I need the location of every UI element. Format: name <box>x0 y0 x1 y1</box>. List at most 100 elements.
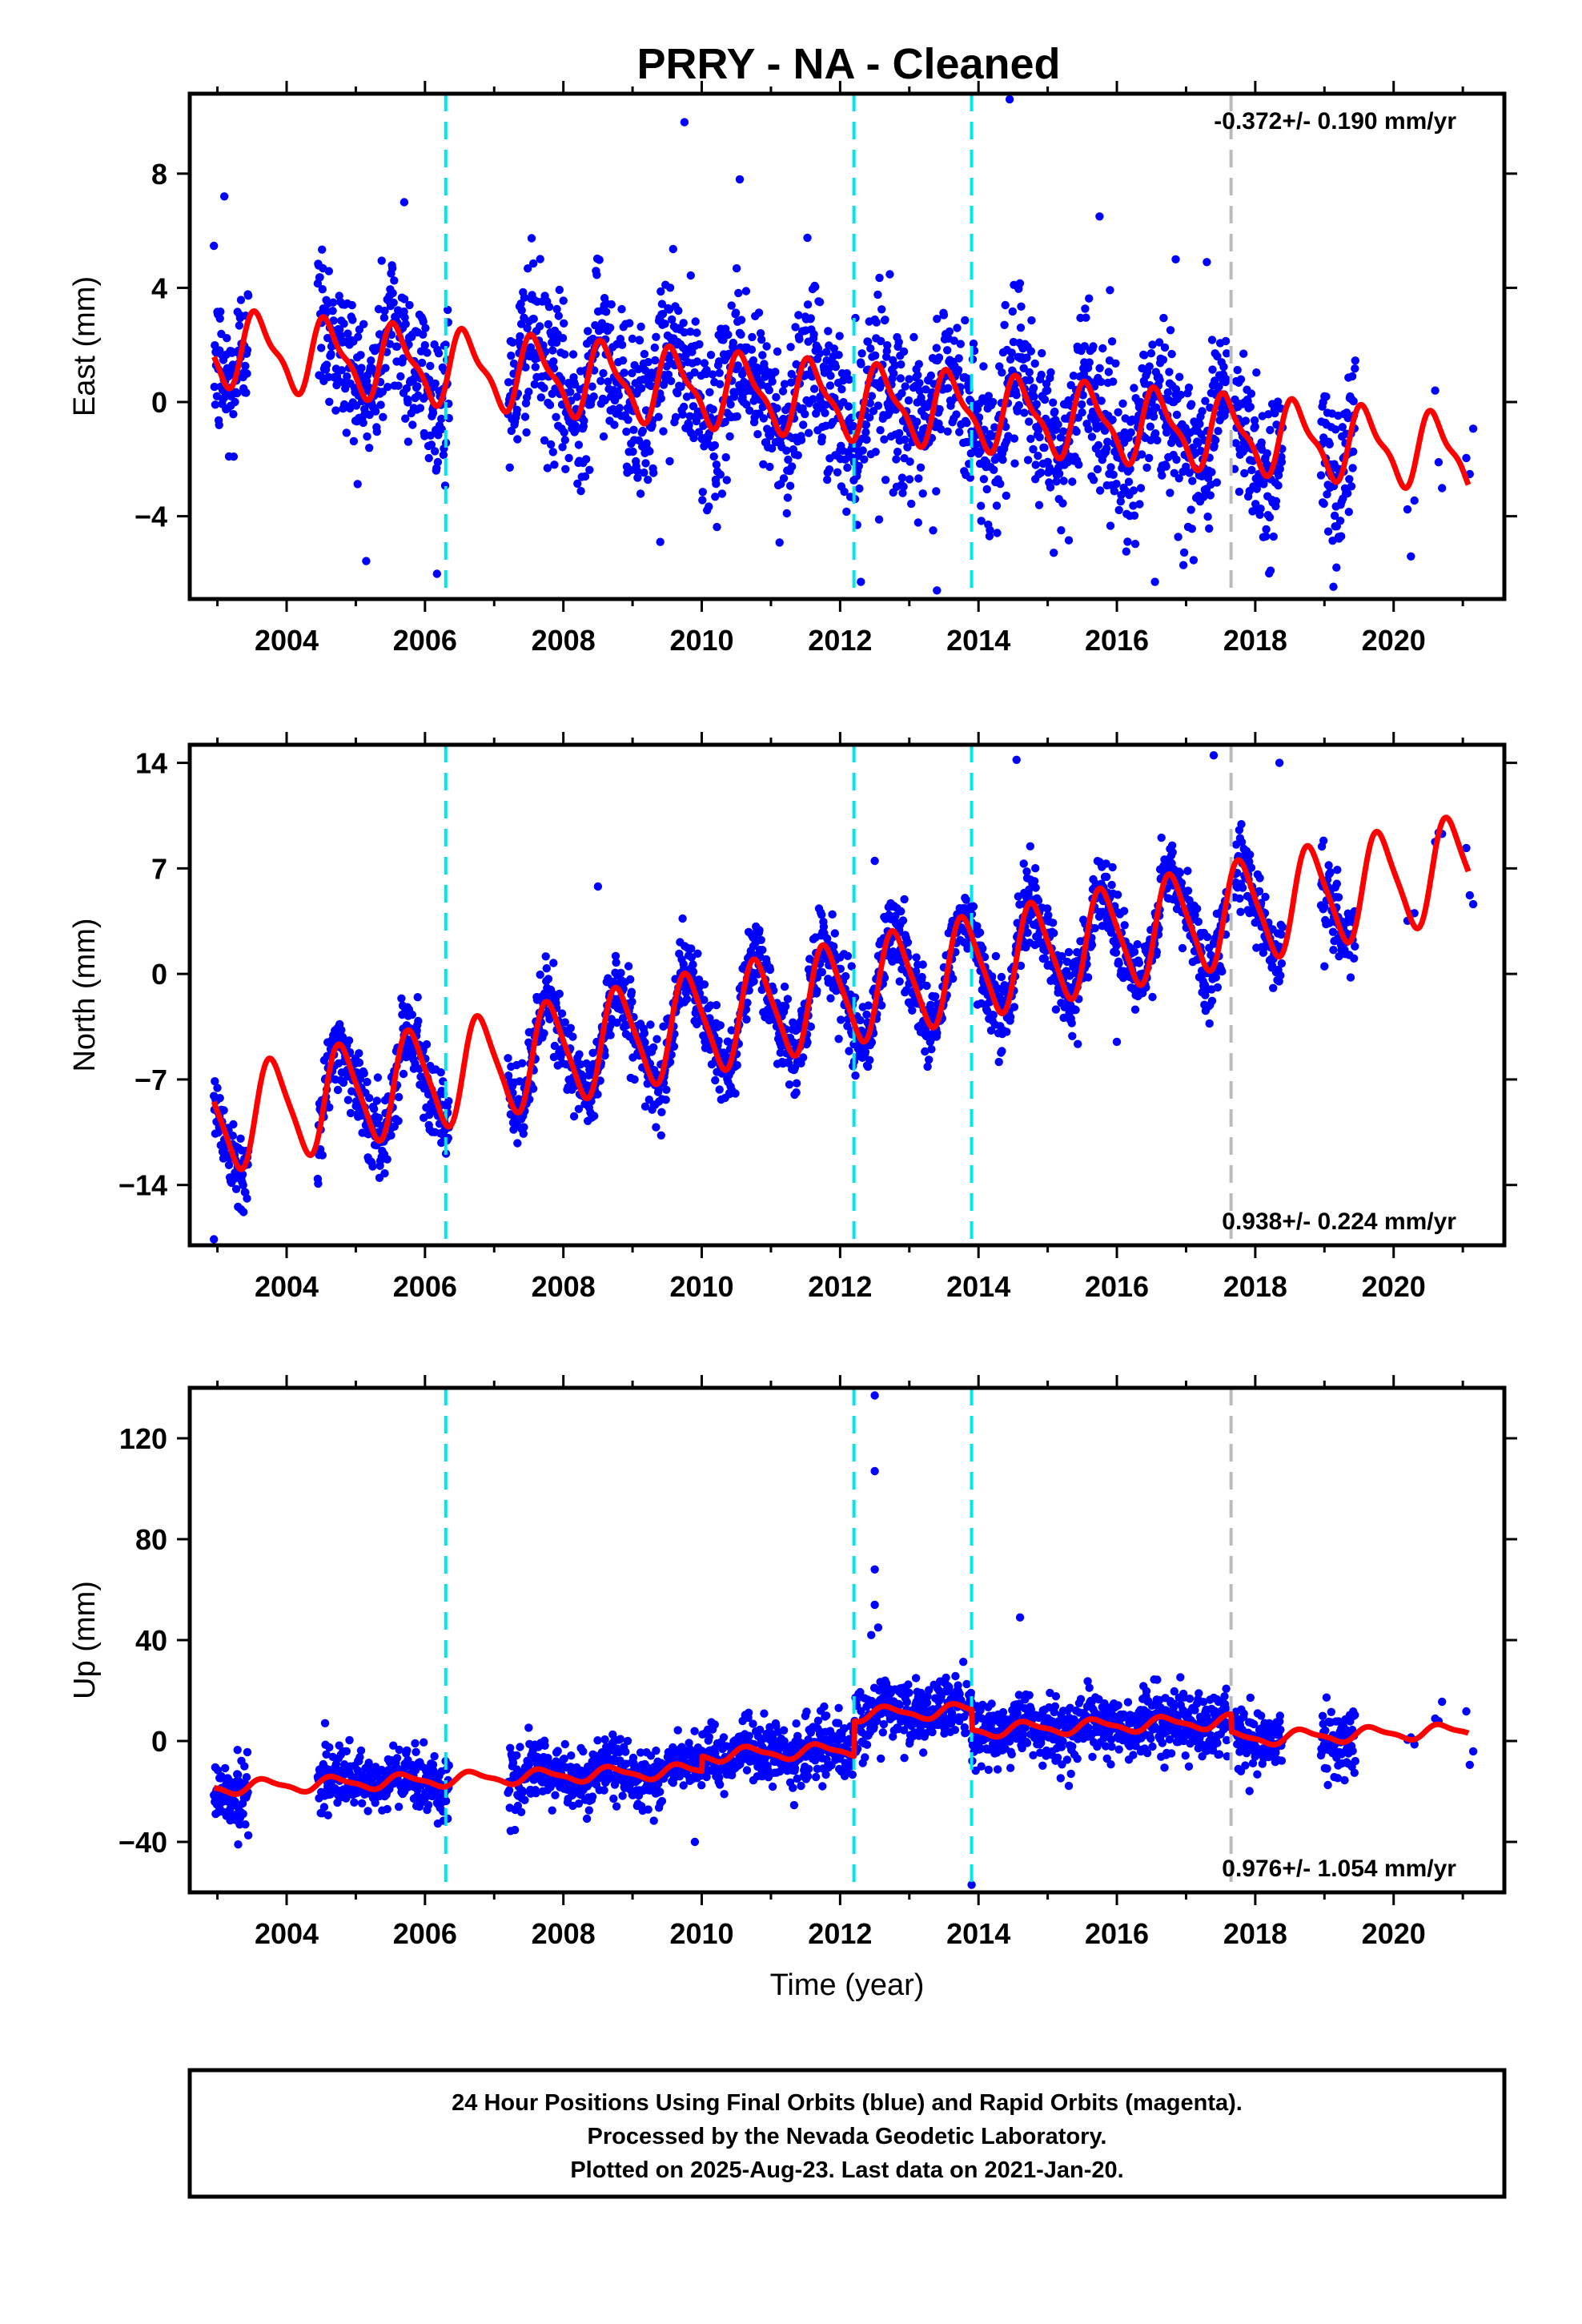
data-point <box>549 364 559 373</box>
data-point <box>914 360 924 368</box>
data-point <box>1037 370 1046 380</box>
data-point <box>634 436 644 445</box>
data-point <box>405 300 414 310</box>
data-point <box>687 953 697 962</box>
data-point <box>809 395 817 404</box>
data-point <box>1264 410 1273 419</box>
data-point <box>979 475 989 484</box>
data-point <box>843 463 852 472</box>
data-point <box>829 344 839 353</box>
data-point <box>1276 971 1285 980</box>
data-point <box>1069 372 1078 380</box>
data-point <box>722 476 731 485</box>
data-point <box>628 368 636 378</box>
x-tick-label: 2016 <box>1085 1270 1149 1303</box>
data-point <box>855 484 864 493</box>
data-point <box>772 392 781 402</box>
data-point <box>862 435 871 444</box>
outlier-point <box>857 577 865 586</box>
data-point <box>785 1080 794 1089</box>
data-point <box>381 364 390 372</box>
data-point <box>867 392 877 400</box>
data-point <box>1196 446 1206 456</box>
data-point <box>982 485 991 494</box>
data-point <box>826 994 835 1003</box>
y-tick-label: −14 <box>118 1169 167 1202</box>
data-point <box>784 1059 793 1068</box>
data-point <box>433 457 443 467</box>
data-point <box>860 455 869 464</box>
data-point <box>1057 526 1066 535</box>
data-point <box>1345 475 1354 484</box>
x-tick-label: 2008 <box>532 1270 596 1303</box>
data-point <box>933 315 942 324</box>
data-point <box>345 1735 354 1745</box>
data-point <box>646 1020 655 1029</box>
data-point <box>926 371 936 380</box>
data-point <box>347 300 356 310</box>
data-point <box>426 361 435 371</box>
data-point <box>574 1104 584 1114</box>
data-point <box>401 414 410 423</box>
data-point <box>322 360 331 369</box>
outlier-point <box>400 198 409 207</box>
data-point <box>229 1120 238 1129</box>
data-point <box>536 255 544 263</box>
data-point <box>605 1021 615 1031</box>
data-point <box>380 1169 389 1178</box>
data-point <box>1136 397 1145 407</box>
data-point <box>1078 408 1086 417</box>
y-tick-label: 4 <box>151 271 167 304</box>
data-point <box>599 432 608 441</box>
data-point <box>903 443 912 452</box>
data-point <box>1236 375 1246 384</box>
data-point <box>1329 946 1338 955</box>
data-point <box>522 428 531 437</box>
data-point <box>721 417 729 427</box>
data-point <box>1172 455 1181 464</box>
outlier-point <box>1275 758 1284 767</box>
data-point <box>1123 537 1132 546</box>
data-point <box>1434 458 1443 467</box>
data-point <box>1346 973 1355 982</box>
data-point <box>1246 402 1255 412</box>
data-point <box>1129 501 1138 510</box>
data-point <box>881 476 890 485</box>
data-point <box>629 425 638 434</box>
data-point <box>821 400 830 409</box>
data-point <box>590 1112 599 1120</box>
data-point <box>210 241 219 251</box>
data-point <box>596 376 605 385</box>
data-point <box>1194 917 1203 927</box>
data-point <box>1120 921 1129 930</box>
data-point <box>541 952 550 961</box>
data-point <box>548 346 557 355</box>
data-point <box>504 378 513 387</box>
data-point <box>985 532 994 541</box>
data-point <box>1205 524 1214 533</box>
data-point <box>792 1088 801 1097</box>
data-point <box>652 1035 661 1043</box>
data-point <box>1067 1019 1076 1027</box>
data-point <box>555 285 564 295</box>
data-point <box>1223 349 1231 358</box>
y-tick-label: −4 <box>135 501 167 533</box>
data-point <box>1046 368 1055 377</box>
data-point <box>1007 348 1016 357</box>
data-point <box>1183 887 1193 895</box>
data-point <box>417 358 427 368</box>
data-point <box>1155 376 1164 384</box>
data-point <box>815 298 825 307</box>
data-point <box>428 408 438 417</box>
data-point <box>1090 923 1099 933</box>
data-point <box>545 400 555 409</box>
north-panel: 2004 2006 2008 2010 2012 2014 2016 2018 2020−14−… <box>68 732 1517 1303</box>
data-point <box>806 314 815 323</box>
data-point <box>379 313 389 322</box>
data-point <box>1351 356 1360 365</box>
model-curve <box>211 308 1472 491</box>
data-point <box>635 336 644 345</box>
data-point <box>422 1039 432 1049</box>
data-point <box>632 466 641 476</box>
data-point <box>552 304 561 314</box>
